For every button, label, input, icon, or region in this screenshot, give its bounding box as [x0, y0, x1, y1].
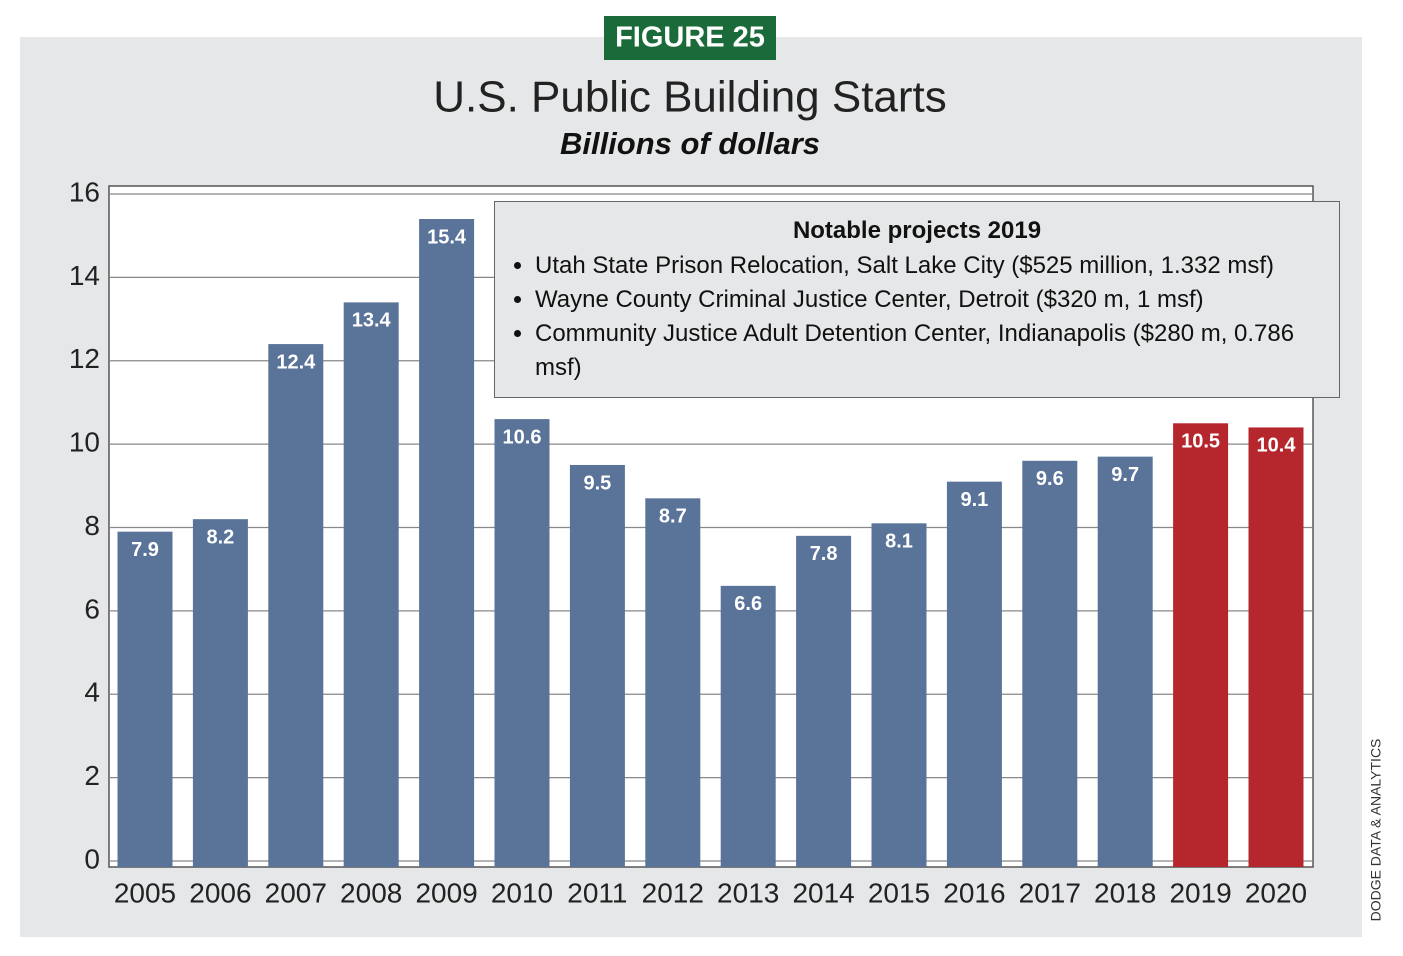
bar: [645, 498, 701, 867]
x-tick-label: 2008: [340, 877, 402, 908]
bar: [1248, 427, 1304, 867]
x-tick-label: 2009: [415, 877, 477, 908]
bar: [343, 302, 399, 867]
bar: [720, 585, 776, 867]
y-tick-label: 10: [69, 427, 100, 458]
bar: [268, 344, 324, 867]
bar: [1022, 460, 1078, 867]
annotation-item: Wayne County Criminal Justice Center, De…: [535, 283, 1327, 317]
data-label: 6.6: [734, 593, 762, 615]
bar: [1097, 456, 1153, 867]
y-tick-label: 12: [69, 343, 100, 374]
x-tick-label: 2013: [717, 877, 779, 908]
data-label: 8.7: [659, 506, 687, 528]
data-label: 10.6: [503, 426, 542, 448]
bar: [1173, 423, 1229, 867]
y-tick-label: 2: [84, 760, 100, 791]
x-tick-label: 2012: [642, 877, 704, 908]
y-tick-label: 4: [84, 677, 100, 708]
annotation: Notable projects 2019 Utah State Prison …: [494, 201, 1340, 398]
x-tick-label: 2005: [114, 877, 176, 908]
data-label: 9.6: [1036, 468, 1064, 490]
annotation-list: Utah State Prison Relocation, Salt Lake …: [507, 249, 1327, 385]
x-tick-label: 2020: [1245, 877, 1307, 908]
bar: [117, 531, 173, 867]
y-tick-label: 14: [69, 260, 100, 291]
bar: [796, 535, 852, 867]
source: DODGE DATA & ANALYTICS: [1368, 739, 1384, 922]
bar: [192, 519, 248, 867]
data-label: 9.5: [583, 472, 611, 494]
bar: [419, 219, 475, 867]
x-tick-label: 2016: [943, 877, 1005, 908]
chart-title: U.S. Public Building Starts: [433, 73, 947, 122]
bar: [494, 419, 550, 867]
chart-subtitle: Billions of dollars: [560, 126, 820, 161]
data-label: 12.4: [276, 351, 316, 373]
x-tick-label: 2018: [1094, 877, 1156, 908]
x-tick-label: 2007: [265, 877, 327, 908]
data-label: 9.7: [1111, 464, 1139, 486]
y-tick-label: 8: [84, 510, 100, 541]
data-label: 10.4: [1257, 435, 1297, 457]
y-tick-label: 16: [69, 176, 100, 207]
x-tick-label: 2011: [567, 877, 627, 908]
data-label: 7.9: [131, 539, 159, 561]
data-label: 13.4: [352, 310, 392, 332]
data-label: 10.5: [1181, 431, 1220, 453]
x-tick-label: 2017: [1019, 877, 1081, 908]
badge: FIGURE 25: [615, 22, 765, 54]
data-label: 15.4: [427, 226, 467, 248]
badge-box: [604, 16, 776, 60]
data-label: 7.8: [810, 543, 838, 565]
y-tick-label: 6: [84, 593, 100, 624]
annotation-item: Utah State Prison Relocation, Salt Lake …: [535, 249, 1327, 283]
x-tick-label: 2019: [1169, 877, 1231, 908]
bar: [871, 523, 927, 867]
annotation-item: Community Justice Adult Detention Center…: [535, 317, 1327, 385]
y-tick-label: 0: [84, 843, 100, 874]
bar: [946, 481, 1002, 867]
data-label: 8.2: [206, 526, 234, 548]
annotation-title: Notable projects 2019: [792, 217, 1042, 244]
x-tick-label: 2010: [491, 877, 553, 908]
x-tick-label: 2006: [189, 877, 251, 908]
data-label: 9.1: [960, 489, 988, 511]
data-label: 8.1: [885, 531, 913, 553]
x-tick-label: 2014: [792, 877, 854, 908]
x-tick-label: 2015: [868, 877, 930, 908]
bar: [569, 464, 625, 867]
